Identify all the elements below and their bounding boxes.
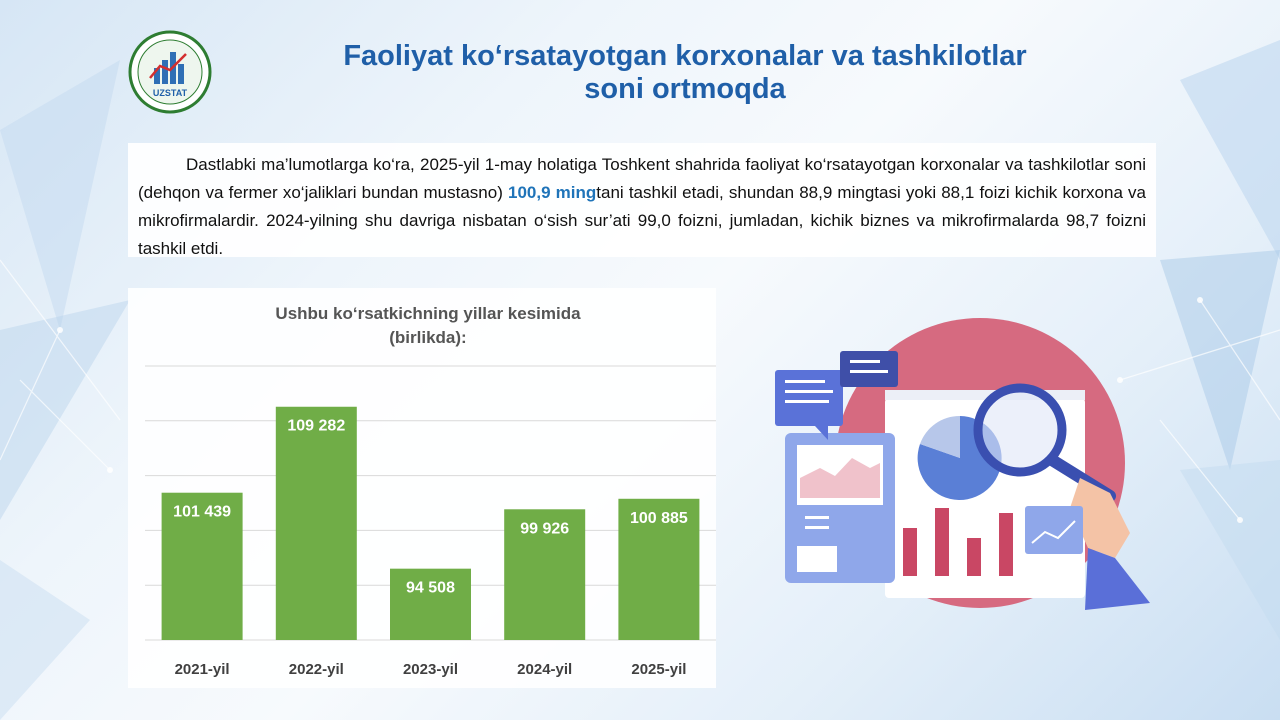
analytics-illustration [775, 318, 1150, 610]
page-title: Faoliyat ko‘rsatayotgan korxonalar va ta… [230, 40, 1140, 106]
bar [390, 568, 471, 640]
data-label: 99 926 [520, 520, 569, 537]
illustration-message-line [850, 360, 880, 363]
illustration-list-line [805, 526, 829, 529]
illustration-list-line [805, 516, 829, 519]
illustration-speech-line [785, 390, 833, 393]
x-tick-label: 2022-yil [289, 661, 344, 678]
bar-chart: 101 439 2021-yil 109 282 2022-yil 94 508 2023… [145, 365, 716, 678]
illustration-bar [935, 508, 949, 576]
data-label: 101 439 [173, 504, 231, 521]
intro-text-part2: tani tashkil etadi, shundan 88,9 mingtas… [138, 183, 1147, 258]
data-label: 109 282 [287, 418, 345, 435]
illustration-message-line [850, 370, 888, 373]
illustration-top-banner [885, 390, 1085, 400]
bar [504, 509, 586, 640]
intro-text-part1: Dastlabki ma’lumotlarga ko‘ra, 2025-yil … [138, 155, 1146, 202]
intro-paragraph: Dastlabki ma’lumotlarga ko‘ra, 2025-yil … [128, 143, 1156, 258]
illustration-message-box [840, 351, 898, 387]
data-label: 94 508 [406, 580, 455, 597]
illustration-bar [999, 513, 1013, 576]
chart-title-line1: Ushbu ko‘rsatkichning yillar kesimida [275, 304, 581, 323]
x-tick-label: 2025-yil [631, 661, 686, 678]
illustration-list-block [797, 546, 837, 572]
chart-title: Ushbu ko‘rsatkichning yillar kesimida (b… [128, 302, 728, 350]
illustration-bar [903, 528, 917, 576]
illustration-sleeve [1085, 548, 1150, 610]
magnifier-lens [973, 383, 1067, 477]
data-label: 100 885 [630, 510, 688, 527]
illustration-hand [1070, 478, 1130, 558]
uzstat-logo: UZSTAT [128, 30, 212, 114]
x-tick-label: 2023-yil [403, 661, 458, 678]
illustration-pie-slice [920, 415, 960, 458]
logo-text: UZSTAT [153, 88, 188, 98]
chart-panel: Ushbu ko‘rsatkichning yillar kesimida (b… [128, 288, 716, 688]
illustration-bar [967, 538, 981, 576]
illustration-area-fill [800, 458, 880, 498]
x-tick-label: 2024-yil [517, 661, 572, 678]
x-tick-label: 2021-yil [175, 661, 230, 678]
illustration-speech-bubble [775, 370, 843, 426]
illustration-speech-line [785, 380, 825, 383]
illustration-line-card [1025, 506, 1083, 554]
page-title-line1: Faoliyat ko‘rsatayotgan korxonalar va ta… [343, 40, 1027, 72]
illustration-line-trend [1031, 520, 1076, 544]
bar [275, 406, 357, 640]
illustration-speech-line [785, 400, 829, 403]
illustration-speech-bubble-tail [815, 426, 828, 440]
chart-title-line2: (birlikda): [389, 328, 467, 347]
bar [618, 498, 700, 640]
bar [161, 492, 243, 640]
page-title-line2: soni ortmoqda [584, 73, 786, 105]
intro-highlight: 100,9 ming [508, 183, 597, 202]
